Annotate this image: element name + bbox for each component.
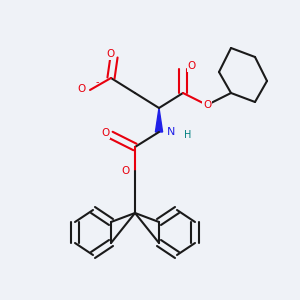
Text: O: O bbox=[188, 61, 196, 71]
Text: -: - bbox=[96, 77, 99, 88]
Polygon shape bbox=[155, 108, 163, 132]
Text: O: O bbox=[101, 128, 109, 139]
Text: O: O bbox=[203, 100, 211, 110]
Text: O: O bbox=[122, 166, 130, 176]
Text: O: O bbox=[107, 49, 115, 59]
Text: N: N bbox=[167, 127, 175, 137]
Text: H: H bbox=[184, 130, 191, 140]
Text: O: O bbox=[77, 83, 86, 94]
